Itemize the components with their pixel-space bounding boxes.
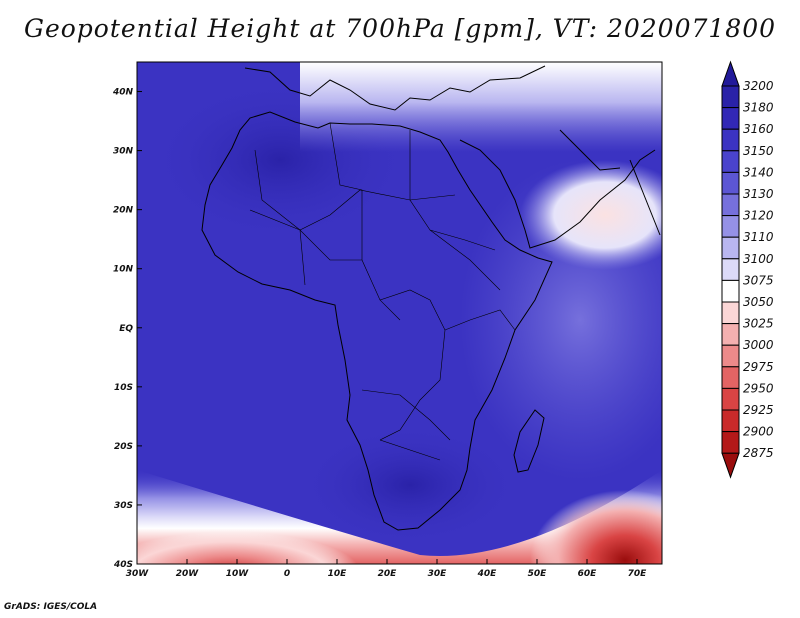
lon-tick-label: 50E xyxy=(528,569,548,579)
lon-tick-label: 20W xyxy=(176,569,200,579)
lat-tick-label: 40S xyxy=(113,560,133,570)
lat-tick-label: EQ xyxy=(119,324,133,334)
lon-tick-label: 40E xyxy=(477,569,498,579)
axis-ticks: 30W 20W 10W 0 10E 20E 30E 40E 50E 60E 70E 40N 30N 20N… xyxy=(112,88,647,579)
colorbar-level-label: 2900 xyxy=(743,425,774,439)
colorbar-cell xyxy=(721,215,740,238)
height-field xyxy=(137,62,662,564)
colorbar-bottom-arrow xyxy=(721,452,740,479)
arabia-coast xyxy=(459,139,656,249)
colorbar-level-label: 3180 xyxy=(743,101,774,115)
colorbar-cell xyxy=(721,258,740,281)
lon-tick-label: 20E xyxy=(378,569,398,579)
colorbar-level-label: 2975 xyxy=(743,360,774,374)
colorbar-cell xyxy=(721,171,740,195)
lat-tick-label: 10N xyxy=(113,265,134,275)
colorbar-level-label: 3120 xyxy=(743,209,774,223)
lon-tick-label: 30W xyxy=(126,569,150,579)
colorbar-level-label: 3160 xyxy=(743,122,774,136)
lat-tick-label: 40N xyxy=(112,88,134,98)
lon-tick-label: 10E xyxy=(328,569,348,579)
colorbar-level-label: 3110 xyxy=(743,230,774,244)
lon-tick-label: 60E xyxy=(578,569,598,579)
low-southwest xyxy=(137,532,358,564)
lat-tick-label: 30S xyxy=(114,501,133,511)
colorbar-cell xyxy=(721,366,740,389)
lat-tick-label: 20N xyxy=(113,206,134,216)
colorbar-level-label: 2875 xyxy=(743,446,774,460)
low-southeast xyxy=(530,490,662,564)
colorbar-cell xyxy=(721,344,740,368)
colorbar-level-label: 3000 xyxy=(743,338,774,352)
colorbar-level-label: 3025 xyxy=(743,317,774,331)
country-borders xyxy=(249,122,516,461)
colorbar-level-label: 3075 xyxy=(743,273,774,287)
madagascar xyxy=(513,409,545,473)
plot-frame xyxy=(136,61,663,565)
colorbar-level-label: 2925 xyxy=(743,403,774,417)
colorbar-level-label: 3150 xyxy=(743,144,774,158)
colorbar-level-label: 3100 xyxy=(743,252,774,266)
colorbar-cell xyxy=(721,279,740,303)
colorbar-cell xyxy=(721,409,740,433)
colorbar-cell xyxy=(721,128,740,152)
colorbar-cell xyxy=(721,301,740,325)
persian-gulf xyxy=(559,129,621,171)
arabian-sea-ridge xyxy=(520,160,662,270)
map-title: Geopotential Height at 700hPa [gpm], VT:… xyxy=(23,14,777,43)
lon-tick-label: 10W xyxy=(226,569,250,579)
coastlines xyxy=(201,65,661,531)
colorbar-cell xyxy=(721,107,740,130)
colorbar-level-label: 3140 xyxy=(743,165,774,179)
colorbar-cell xyxy=(721,431,740,454)
lon-tick-label: 70E xyxy=(628,569,648,579)
lat-tick-label: 10S xyxy=(114,383,133,393)
grads-credit: GrADS: IGES/COLA xyxy=(4,602,98,612)
colorbar-cell xyxy=(721,323,740,346)
lon-tick-label: 30E xyxy=(428,569,448,579)
africa-coastline xyxy=(201,111,553,531)
mediterranean-gradient xyxy=(300,62,662,152)
colorbar-cell xyxy=(721,150,740,173)
lat-tick-label: 20S xyxy=(114,442,133,452)
colorbar-cell xyxy=(721,236,740,260)
colorbar-level-label: 3050 xyxy=(743,295,774,309)
colorbar-cell xyxy=(721,193,740,217)
colorbar-cell xyxy=(721,85,740,109)
colorbar: 3200 3180 3160 3150 3140 3130 3120 3110 3100 3075… xyxy=(721,60,774,479)
lat-tick-label: 30N xyxy=(113,147,134,157)
colorbar-top-arrow xyxy=(721,60,740,87)
india-coast xyxy=(629,159,661,236)
colorbar-level-label: 3130 xyxy=(743,187,774,201)
colorbar-level-label: 2950 xyxy=(743,381,774,395)
colorbar-cell xyxy=(721,387,740,411)
lon-tick-label: 0 xyxy=(284,569,290,579)
high-center-southern-africa xyxy=(300,425,520,545)
europe-coast xyxy=(244,65,546,111)
colorbar-level-label: 3200 xyxy=(743,79,774,93)
